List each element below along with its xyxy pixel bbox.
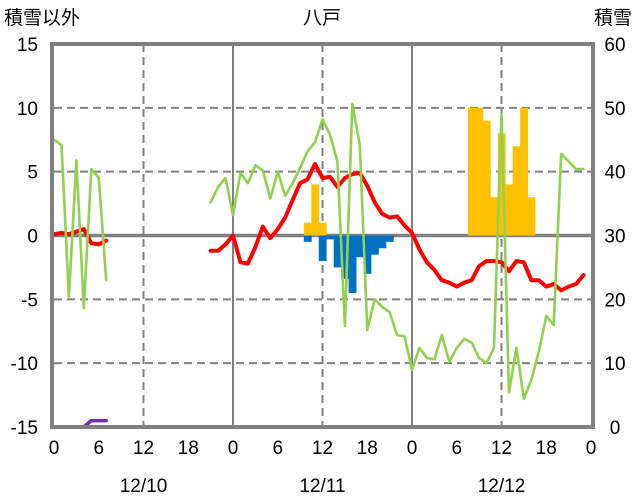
date-label: 12/10 (120, 476, 168, 497)
blue-bar (326, 235, 335, 240)
orange-bar (497, 133, 506, 236)
right-axis-title: 積雪 (594, 7, 632, 29)
left-axis-tick-label: -5 (21, 290, 38, 311)
date-label: 12/11 (299, 476, 345, 497)
x-axis-tick-label: 0 (228, 438, 239, 459)
right-axis-tick-label: 60 (604, 35, 625, 56)
orange-bar (505, 184, 514, 236)
left-axis-tick-label: 0 (27, 227, 38, 248)
plot-frame (50, 42, 595, 429)
x-axis-tick-label: 6 (272, 438, 283, 459)
right-axis-tick-label: 30 (604, 227, 625, 248)
orange-bar (482, 120, 491, 236)
x-axis-tick-label: 0 (586, 438, 597, 459)
right-axis-tick-label: 10 (604, 354, 625, 375)
right-axis-tick-label: 20 (604, 290, 625, 311)
x-axis-tick-label: 12 (133, 438, 154, 459)
x-axis-tick-label: 0 (49, 438, 60, 459)
blue-bar (318, 235, 327, 262)
x-axis-tick-label: 12 (312, 438, 333, 459)
x-axis-tick-label: 12 (491, 438, 512, 459)
orange-bar (490, 197, 499, 236)
blue-bar (363, 235, 372, 274)
left-axis-tick-label: 10 (17, 99, 38, 120)
blue-bar (341, 235, 350, 279)
blue-bar (385, 235, 394, 242)
x-axis-tick-label: 6 (451, 438, 462, 459)
orange-bar (527, 197, 536, 236)
x-axis-tick-label: 18 (536, 438, 557, 459)
orange-bar (475, 107, 484, 236)
blue-bar (333, 235, 342, 268)
orange-bar (512, 146, 521, 236)
x-axis-tick-label: 6 (93, 438, 104, 459)
orange-bar (303, 222, 312, 236)
bars (303, 107, 536, 293)
right-axis-tick-label: 0 (610, 418, 621, 439)
chart-title: 八戸 (303, 8, 341, 29)
left-axis-tick-label: -15 (11, 418, 38, 439)
blue-bar (378, 235, 387, 249)
left-axis-tick-label: 5 (27, 163, 38, 184)
blue-bar (356, 235, 364, 258)
left-axis-tick-label: 15 (17, 35, 38, 56)
right-axis-tick-label: 40 (604, 163, 625, 184)
orange-bar (467, 107, 476, 236)
plot-border (50, 42, 595, 429)
orange-bar (311, 184, 320, 236)
left-axis-tick-label: -10 (11, 354, 38, 375)
blue-bar (348, 235, 357, 293)
blue-bar (303, 235, 312, 242)
x-axis-tick-label: 0 (407, 438, 418, 459)
orange-bar (520, 107, 529, 236)
right-axis-tick-label: 50 (604, 99, 625, 120)
green-line-series (52, 102, 585, 401)
orange-bar (318, 222, 327, 236)
x-axis-tick-label: 18 (178, 438, 199, 459)
date-label: 12/12 (478, 476, 526, 497)
left-axis-title: 積雪以外 (4, 7, 80, 29)
blue-bar (370, 235, 379, 255)
x-axis-tick-label: 18 (357, 438, 378, 459)
